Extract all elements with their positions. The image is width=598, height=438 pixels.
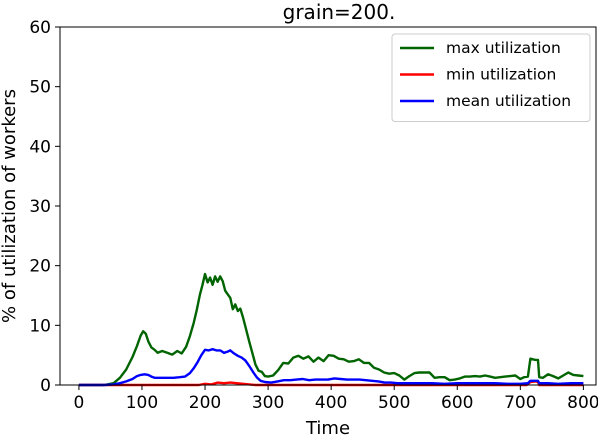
y-tick-label: 30 [29,197,51,217]
y-tick-label: 40 [29,137,51,157]
plot-series-layer [78,272,584,387]
y-axis-label: % of utilization of workers [0,89,20,323]
series-line-mean-utilization [78,348,584,387]
x-tick-label: 800 [567,393,598,413]
series-line-max-utilization [78,272,584,387]
x-tick-label: 300 [252,393,284,413]
y-tick-label: 10 [29,316,51,336]
x-tick-label: 400 [315,393,347,413]
legend-label-mean-utilization: mean utilization [446,92,571,110]
x-tick-label: 200 [189,393,221,413]
y-axis: 0 10 20 30 40 50 60 [29,18,60,396]
x-tick-label: 0 [74,393,85,413]
y-tick-label: 20 [29,257,51,277]
chart-title: grain=200. [283,0,396,24]
x-axis: 0 100 200 300 400 500 600 700 800 [74,385,598,413]
legend-box [391,33,591,122]
x-tick-label: 500 [378,393,410,413]
x-tick-label: 100 [126,393,158,413]
x-tick-label: 600 [441,393,473,413]
legend-label-min-utilization: min utilization [446,66,556,84]
legend: max utilization min utilization mean utili… [391,33,591,122]
x-axis-label: Time [305,418,350,438]
y-tick-label: 60 [29,18,51,38]
legend-label-max-utilization: max utilization [446,39,561,57]
y-tick-label: 50 [29,78,51,98]
y-tick-label: 0 [40,376,51,396]
x-tick-label: 700 [504,393,536,413]
